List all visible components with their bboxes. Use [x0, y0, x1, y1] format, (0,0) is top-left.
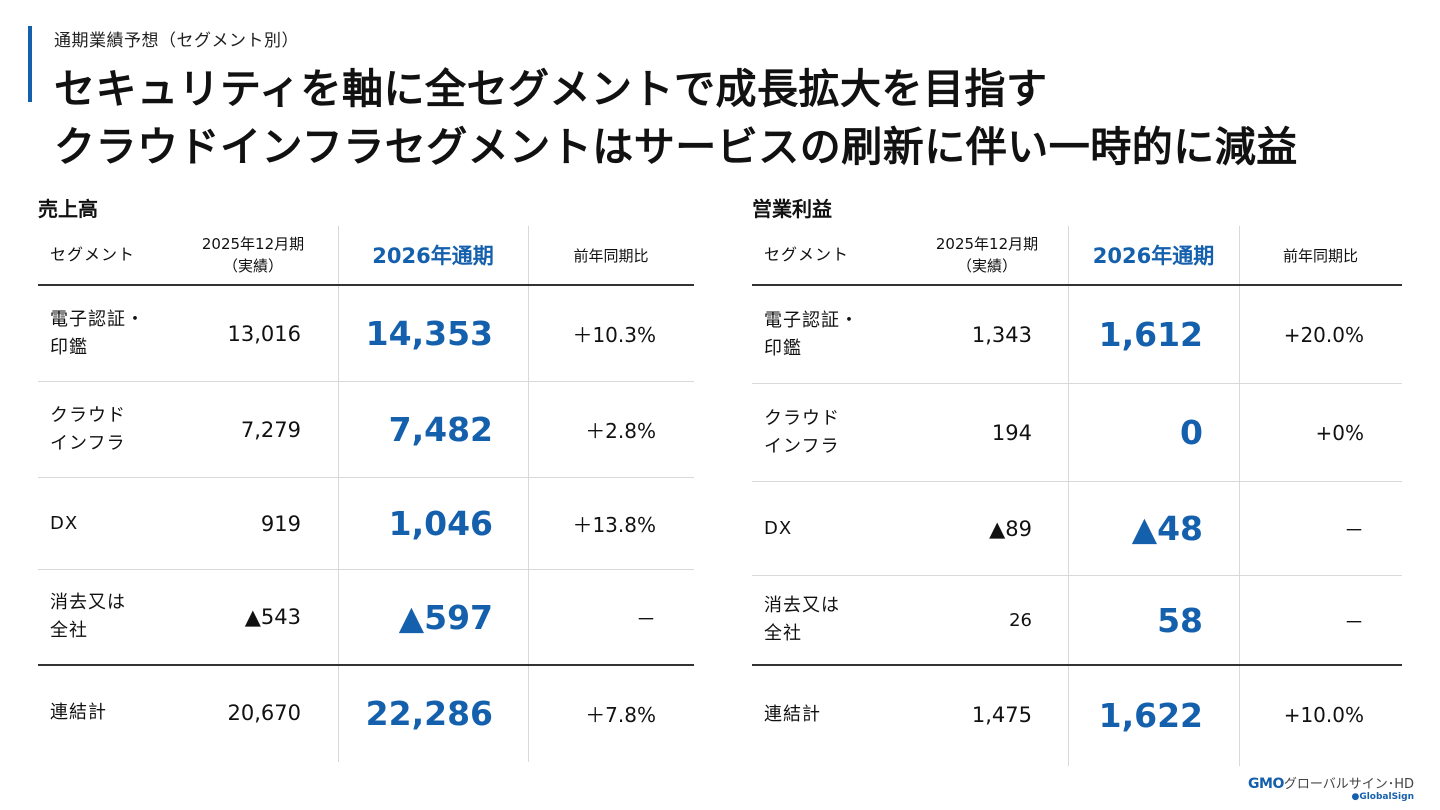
- current-value: 1,612: [1098, 315, 1203, 354]
- yoy-value: －: [1344, 518, 1364, 542]
- yoy-value: －: [1344, 609, 1364, 634]
- header-yoy: 前年同期比: [573, 246, 649, 265]
- table-row: DX 919 1,046 ＋13.8%: [38, 478, 694, 570]
- prev-value: ▲89: [989, 516, 1032, 541]
- header-segment: セグメント: [764, 245, 850, 264]
- segment-name: DX: [764, 517, 793, 539]
- sales-table: セグメント 2025年12月期 （実績） 2026年通期 前年同期比 電子認証・印…: [38, 226, 694, 762]
- yoy-value: +0%: [1315, 420, 1365, 445]
- segment-name: 電子認証・ 印鑑: [764, 309, 859, 359]
- prev-value: 1,343: [971, 322, 1032, 347]
- logo-text: グローバルサイン･HD: [1283, 777, 1414, 792]
- sales-section-title: 売上高: [38, 197, 98, 221]
- column-divider: [1068, 226, 1069, 766]
- yoy-value: ＋2.8%: [585, 419, 656, 443]
- prev-value: ▲543: [244, 605, 301, 629]
- header-prev-year: 2025年12月期 （実績）: [935, 235, 1039, 275]
- total-prev-value: 1,475: [971, 703, 1032, 727]
- current-value: 1,046: [388, 504, 493, 543]
- total-prev-value: 20,670: [227, 701, 301, 725]
- prev-value: 7,279: [240, 417, 301, 442]
- segment-name: DX: [50, 512, 79, 534]
- table-header-row: セグメント 2025年12月期 （実績） 2026年通期 前年同期比: [38, 226, 694, 286]
- headline-line-1: セキュリティを軸に全セグメントで成長拡大を目指す: [54, 65, 1048, 113]
- company-logo: GMOグローバルサイン･HD ●GlobalSign: [1248, 773, 1414, 802]
- header-current-year: 2026年通期: [372, 244, 494, 268]
- column-divider: [338, 226, 339, 762]
- total-label: 連結計: [764, 704, 821, 725]
- total-yoy-value: +10.0%: [1283, 703, 1364, 727]
- yoy-value: ＋10.3%: [572, 323, 656, 347]
- current-value: 7,482: [388, 410, 493, 449]
- profit-section-title: 営業利益: [752, 197, 832, 221]
- segment-name: 消去又は 全社: [50, 592, 126, 641]
- yoy-value: －: [636, 606, 656, 631]
- current-value: ▲48: [1131, 509, 1203, 548]
- table-row: 消去又は 全社 ▲543 ▲597 －: [38, 570, 694, 664]
- header-yoy: 前年同期比: [1282, 246, 1358, 265]
- table-row: DX ▲89 ▲48 －: [752, 482, 1402, 576]
- table-header-row: セグメント 2025年12月期 （実績） 2026年通期 前年同期比: [752, 226, 1402, 286]
- header-segment: セグメント: [50, 245, 136, 264]
- title-accent-bar: [28, 26, 32, 102]
- yoy-value: ＋13.8%: [572, 513, 656, 537]
- total-current-value: 1,622: [1098, 695, 1203, 735]
- table-row: 消去又は 全社 26 58 －: [752, 576, 1402, 664]
- current-value: 14,353: [365, 314, 493, 353]
- total-current-value: 22,286: [365, 693, 493, 733]
- prev-value: 919: [260, 511, 301, 536]
- logo-sub: ●GlobalSign: [1351, 792, 1414, 802]
- segment-name: 電子認証・ 印鑑: [50, 308, 145, 358]
- prev-value: 26: [1009, 609, 1032, 631]
- slide-kicker: 通期業績予想（セグメント別）: [54, 31, 299, 51]
- total-row: 連結計 20,670 22,286 ＋7.8%: [38, 664, 694, 760]
- segment-name: 消去又は 全社: [764, 595, 840, 644]
- table-row: 電子認証・ 印鑑 1,343 1,612 +20.0%: [752, 286, 1402, 384]
- prev-value: 194: [991, 420, 1032, 445]
- current-value: 58: [1157, 600, 1203, 640]
- segment-name: クラウド インフラ: [50, 404, 126, 454]
- total-row: 連結計 1,475 1,622 +10.0%: [752, 664, 1402, 764]
- headline-line-2: クラウドインフラセグメントはサービスの刷新に伴い一時的に減益: [54, 123, 1298, 171]
- column-divider: [528, 226, 529, 762]
- table-row: 電子認証・ 印鑑 13,016 14,353 ＋10.3%: [38, 286, 694, 382]
- yoy-value: +20.0%: [1283, 322, 1364, 347]
- logo-brand: GMO: [1248, 776, 1284, 792]
- slide-headline: セキュリティを軸に全セグメントで成長拡大を目指す クラウドインフラセグメントはサ…: [54, 60, 1298, 176]
- table-row: クラウド インフラ 7,279 7,482 ＋2.8%: [38, 382, 694, 478]
- current-value: 0: [1180, 413, 1203, 452]
- total-label: 連結計: [50, 702, 107, 723]
- current-value: ▲597: [398, 597, 493, 637]
- header-prev-year: 2025年12月期 （実績）: [201, 235, 305, 275]
- segment-name: クラウド インフラ: [764, 407, 840, 457]
- total-yoy-value: ＋7.8%: [585, 702, 656, 727]
- column-divider: [1239, 226, 1240, 766]
- profit-table: セグメント 2025年12月期 （実績） 2026年通期 前年同期比 電子認証・印…: [752, 226, 1402, 766]
- table-row: クラウド インフラ 194 0 +0%: [752, 384, 1402, 482]
- header-current-year: 2026年通期: [1092, 244, 1215, 268]
- prev-value: 13,016: [227, 321, 301, 346]
